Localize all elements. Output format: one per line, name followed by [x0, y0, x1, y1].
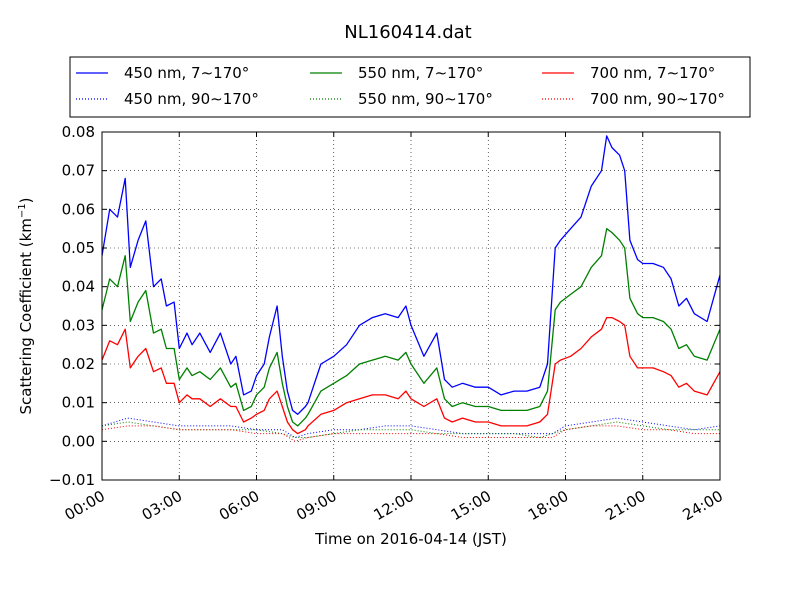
- y-axis-label: Scattering Coefficient (km−1): [17, 197, 35, 414]
- legend-label: 550 nm, 7∼170°: [358, 64, 483, 82]
- y-tick-label: 0.01: [62, 394, 95, 412]
- series-line: [102, 425, 720, 442]
- series-line: [102, 417, 720, 438]
- y-tick-label: 0.00: [62, 432, 95, 450]
- x-axis-label: Time on 2016-04-14 (JST): [314, 530, 507, 548]
- legend-label: 450 nm, 7∼170°: [124, 64, 249, 82]
- y-tick-label: 0.04: [62, 278, 95, 296]
- series-line: [102, 316, 720, 435]
- grid: [102, 132, 720, 480]
- x-tick-label: 09:00: [293, 487, 339, 524]
- y-axis-label-exponent: −1: [17, 203, 28, 218]
- y-tick-label: −0.01: [49, 471, 95, 489]
- x-tick-label: 24:00: [680, 487, 726, 524]
- y-tick-label: 0.07: [62, 162, 95, 180]
- x-tick-label: 00:00: [62, 487, 108, 524]
- legend: 450 nm, 7∼170° 550 nm, 7∼170° 700 nm, 7∼17…: [76, 64, 725, 108]
- x-tick-label: 12:00: [371, 487, 417, 524]
- series-layer: [102, 135, 720, 442]
- ticks: 00:00 03:00 06:00 09:00 12:00 15:00 18:00 21:00…: [49, 123, 726, 524]
- y-tick-label: 0.03: [62, 316, 95, 334]
- y-axis-label-main: Scattering Coefficient (km: [17, 218, 35, 414]
- legend-label: 700 nm, 90∼170°: [590, 90, 725, 108]
- x-tick-label: 21:00: [602, 487, 648, 524]
- series-line: [102, 421, 720, 438]
- y-tick-label: 0.08: [62, 123, 95, 141]
- legend-label: 550 nm, 90∼170°: [358, 90, 493, 108]
- series-line: [102, 228, 720, 427]
- chart-title: NL160414.dat: [344, 22, 471, 43]
- y-axis-label-suffix: ): [17, 197, 35, 203]
- x-tick-label: 15:00: [448, 487, 494, 524]
- legend-box: [69, 56, 751, 118]
- x-tick-label: 03:00: [139, 487, 185, 524]
- legend-label: 700 nm, 7∼170°: [590, 64, 715, 82]
- series-line: [102, 135, 720, 415]
- legend-label: 450 nm, 90∼170°: [124, 90, 259, 108]
- y-tick-label: 0.05: [62, 239, 95, 257]
- x-tick-label: 06:00: [216, 487, 262, 524]
- x-tick-label: 18:00: [525, 487, 571, 524]
- y-tick-label: 0.06: [62, 200, 95, 218]
- y-tick-label: 0.02: [62, 355, 95, 373]
